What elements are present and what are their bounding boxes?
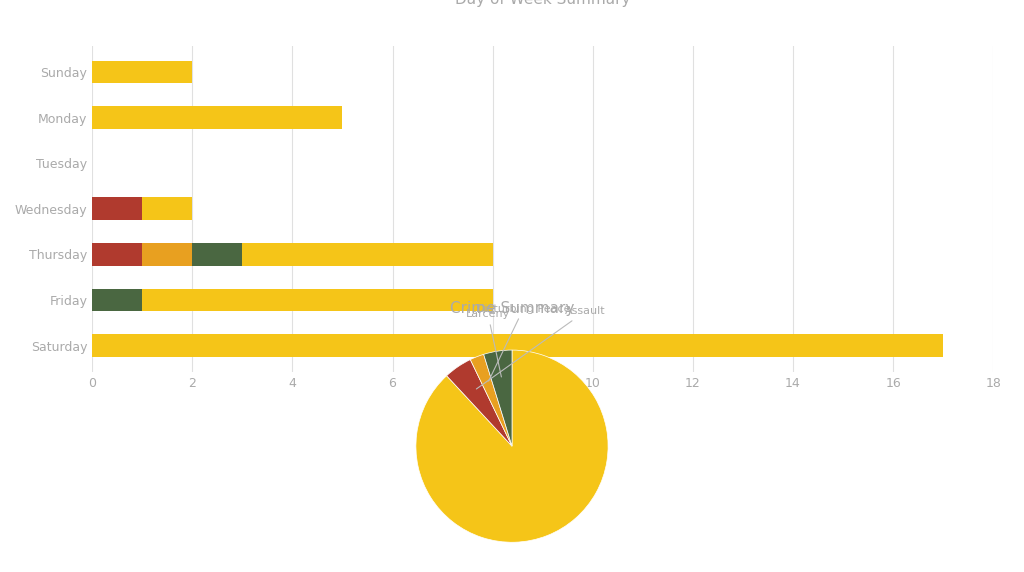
Wedge shape: [446, 360, 512, 446]
Legend: Assault, Disturbing Peace, Larceny, Vandalism: Assault, Disturbing Peace, Larceny, Vand…: [348, 0, 737, 3]
Bar: [193, 243, 243, 266]
Bar: [92, 334, 943, 357]
Text: Assault: Assault: [476, 307, 605, 389]
Bar: [243, 243, 493, 266]
Wedge shape: [483, 350, 512, 446]
Text: Larceny: Larceny: [466, 309, 510, 377]
Bar: [142, 243, 193, 266]
Title: Day of Week Summary: Day of Week Summary: [455, 0, 631, 7]
Bar: [142, 289, 493, 311]
Bar: [92, 243, 142, 266]
Bar: [92, 106, 342, 129]
Wedge shape: [416, 350, 608, 542]
Bar: [92, 61, 193, 84]
Bar: [142, 197, 193, 220]
Wedge shape: [470, 354, 512, 446]
Title: Crime Summary: Crime Summary: [450, 301, 574, 316]
Bar: [92, 197, 142, 220]
Text: Disturbing Peace: Disturbing Peace: [476, 304, 570, 381]
Bar: [92, 289, 142, 311]
